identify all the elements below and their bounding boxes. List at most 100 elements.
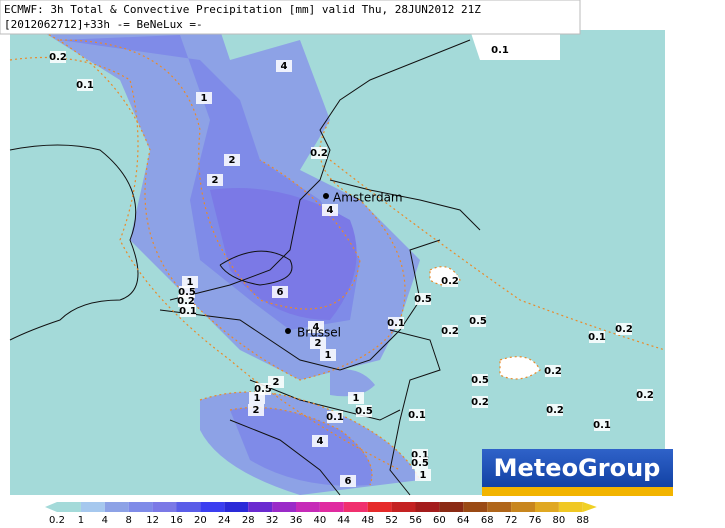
label-bg: [545, 365, 561, 377]
legend-swatch: [152, 502, 177, 512]
label-bg: [178, 295, 194, 307]
label-bg: [77, 79, 93, 91]
contour-label: 1: [420, 470, 427, 481]
legend-swatch: [224, 502, 249, 512]
label-bg: [472, 396, 488, 408]
city-marker: [285, 328, 291, 334]
contour-label: 0.5: [355, 406, 373, 417]
contour-label: 0.2: [177, 296, 195, 307]
legend-swatch: [558, 502, 583, 512]
legend-label: 52: [385, 515, 398, 526]
contour-label: 4: [327, 205, 334, 216]
contour-label: 1: [187, 277, 194, 288]
legend-label: 60: [433, 515, 446, 526]
legend-label: 88: [576, 515, 589, 526]
label-bg: [310, 337, 326, 349]
label-bg: [547, 404, 563, 416]
label-bg: [616, 323, 632, 335]
label-bg: [409, 409, 425, 421]
label-bg: [442, 275, 458, 287]
legend-arrow: [582, 502, 597, 512]
legend-swatch: [104, 502, 129, 512]
legend: 0.2 1 4 8 12 16 20 24 28 32 36 40 44 48 52 56 60 64 68 72 76…: [45, 502, 597, 526]
label-bg: [311, 147, 327, 159]
legend-label: 20: [194, 515, 207, 526]
contour-label: 0.2: [636, 390, 654, 401]
legend-swatch: [248, 502, 273, 512]
contour-label: 0.2: [310, 148, 328, 159]
legend-arrow: [45, 502, 57, 512]
label-bg: [348, 392, 364, 404]
label-bg: [224, 154, 240, 166]
contour-label: 0.5: [178, 287, 196, 298]
legend-swatch: [367, 502, 392, 512]
city-amsterdam: Amsterdam: [323, 191, 403, 205]
legend-swatch: [535, 502, 559, 512]
precip-fields: [10, 30, 665, 495]
label-bg: [308, 321, 324, 333]
legend-swatch: [176, 502, 201, 512]
label-bg: [312, 435, 328, 447]
header-box: [0, 0, 581, 35]
legend-label: 28: [242, 515, 255, 526]
legend-label: 8: [126, 515, 132, 526]
legend-label: 0.2: [49, 515, 65, 526]
logo: MeteoGroup: [494, 454, 661, 482]
city-label: Amsterdam: [333, 191, 403, 205]
contour-label: 0.2: [471, 397, 489, 408]
contour-label: 0.5: [411, 458, 429, 469]
contour-label: 6: [345, 476, 352, 487]
contour-label: 2: [273, 377, 280, 388]
label-bg: [320, 349, 336, 361]
label-bg: [207, 174, 223, 186]
legend-label: 80: [553, 515, 566, 526]
legend-swatch: [391, 502, 416, 512]
label-bg: [50, 51, 66, 63]
city-brussel: Brussel: [285, 326, 341, 340]
label-bg: [472, 374, 488, 386]
contour-label: 0.5: [414, 294, 432, 305]
label-bg: [637, 389, 653, 401]
contour-label: 0.2: [546, 405, 564, 416]
contour-label: 4: [313, 322, 320, 333]
contour-label: 0.1: [588, 332, 606, 343]
contour-label: 1: [254, 393, 261, 404]
contour-label: 0.1: [408, 410, 426, 421]
label-bg: [594, 419, 610, 431]
legend-label: 48: [361, 515, 374, 526]
label-bg: [248, 404, 264, 416]
label-bg: [327, 411, 343, 423]
legend-swatch: [272, 502, 296, 512]
label-bg: [415, 469, 431, 481]
label-bg: [196, 92, 212, 104]
label-bg: [272, 286, 288, 298]
legend-swatch: [463, 502, 488, 512]
legend-swatch: [128, 502, 153, 512]
contour-label: 4: [317, 436, 324, 447]
contour-label: 0.1: [387, 318, 405, 329]
label-bg: [268, 376, 284, 388]
legend-label: 12: [146, 515, 159, 526]
legend-swatch: [319, 502, 344, 512]
contour-label: 0.1: [411, 450, 429, 461]
label-bg: [182, 276, 198, 288]
contours: [9, 29, 666, 486]
legend-label: 40: [314, 515, 327, 526]
contour-label: 0.1: [76, 80, 94, 91]
contour-label: 1: [325, 350, 332, 361]
label-bg: [388, 317, 404, 329]
label-bg: [322, 204, 338, 216]
contour-label: 2: [212, 175, 219, 186]
contour-label: 0.2: [615, 324, 633, 335]
legend-swatch: [80, 502, 105, 512]
city-marker: [323, 193, 329, 199]
logo-stripe: [482, 487, 673, 496]
legend-label: 44: [337, 515, 350, 526]
label-bg: [415, 293, 431, 305]
contour-label: 0.2: [544, 366, 562, 377]
label-bg: [356, 405, 372, 417]
label-bg: [412, 457, 428, 469]
legend-label: 64: [457, 515, 470, 526]
contour-label: 0.1: [179, 306, 197, 317]
